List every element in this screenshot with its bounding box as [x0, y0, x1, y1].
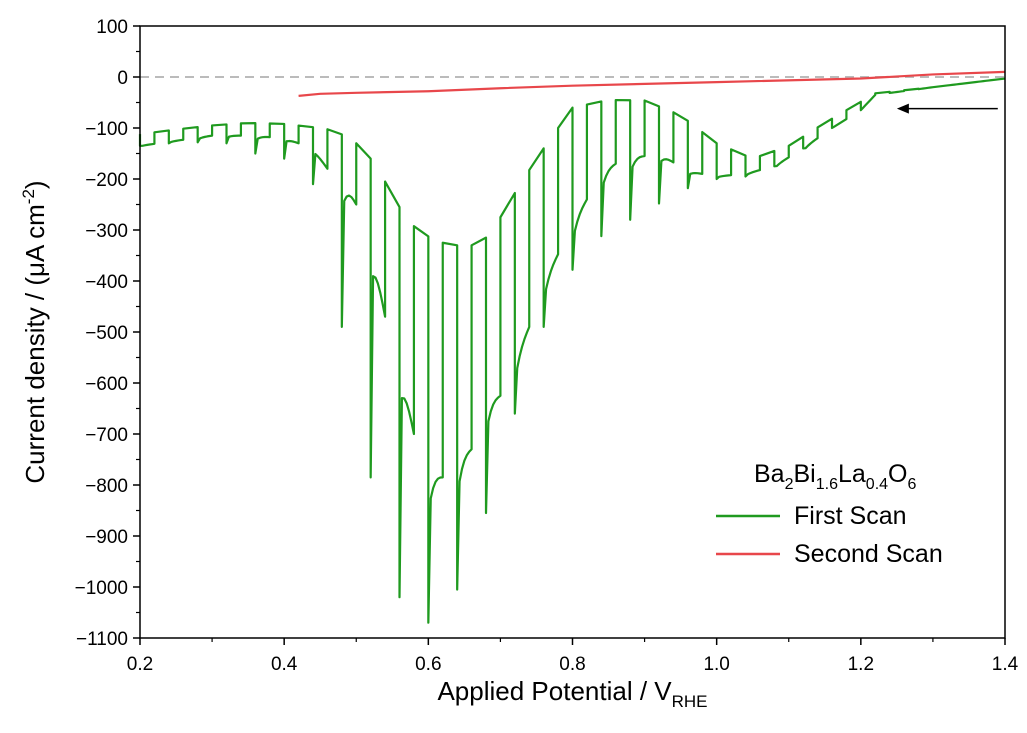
arrow-head [896, 103, 909, 114]
x-tick-label: 0.8 [559, 654, 585, 675]
legend: Ba2Bi1.6La0.4O6 First Scan Second Scan [716, 460, 943, 568]
x-tick-label: 1.2 [848, 654, 874, 675]
legend-title: Ba2Bi1.6La0.4O6 [754, 460, 917, 493]
x-axis-label: Applied Potential / VRHE [437, 676, 707, 711]
series-line-1 [138, 77, 1006, 624]
y-tick-label: −300 [85, 221, 128, 242]
y-tick-label: −400 [85, 272, 128, 293]
y-axis-label: Current density / (μA cm-2) [19, 180, 50, 483]
y-tick-label: 0 [117, 68, 128, 89]
y-tick-label: −1100 [76, 629, 128, 650]
y-tick-label: −100 [85, 119, 128, 140]
series-line-2 [298, 70, 1006, 97]
legend-label: First Scan [794, 502, 907, 530]
x-tick-label: 0.4 [271, 654, 298, 675]
scan-direction-arrow [896, 103, 998, 114]
y-tick-label: −700 [85, 425, 128, 446]
y-tick-label: −1000 [75, 578, 128, 599]
y-tick-label: 100 [96, 17, 128, 38]
y-tick-label: −500 [85, 323, 128, 344]
x-tick-label: 0.2 [127, 654, 153, 675]
x-tick-label: 1.0 [703, 654, 729, 675]
y-tick-label: −900 [85, 527, 128, 548]
y-tick-label: −600 [85, 374, 128, 395]
x-axis: 0.2 0.4 0.6 0.8 1.0 1.2 1.4 [127, 638, 1019, 675]
series-layer [138, 70, 1006, 624]
x-tick-label: 0.6 [415, 654, 441, 675]
y-tick-label: −800 [85, 476, 128, 497]
x-tick-label: 1.4 [992, 654, 1019, 675]
legend-label: Second Scan [794, 540, 943, 568]
y-axis: 100 0 −100 −200 −300 −400 −500 −600 −700 −800 −900… [75, 17, 140, 650]
y-tick-label: −200 [85, 170, 128, 191]
